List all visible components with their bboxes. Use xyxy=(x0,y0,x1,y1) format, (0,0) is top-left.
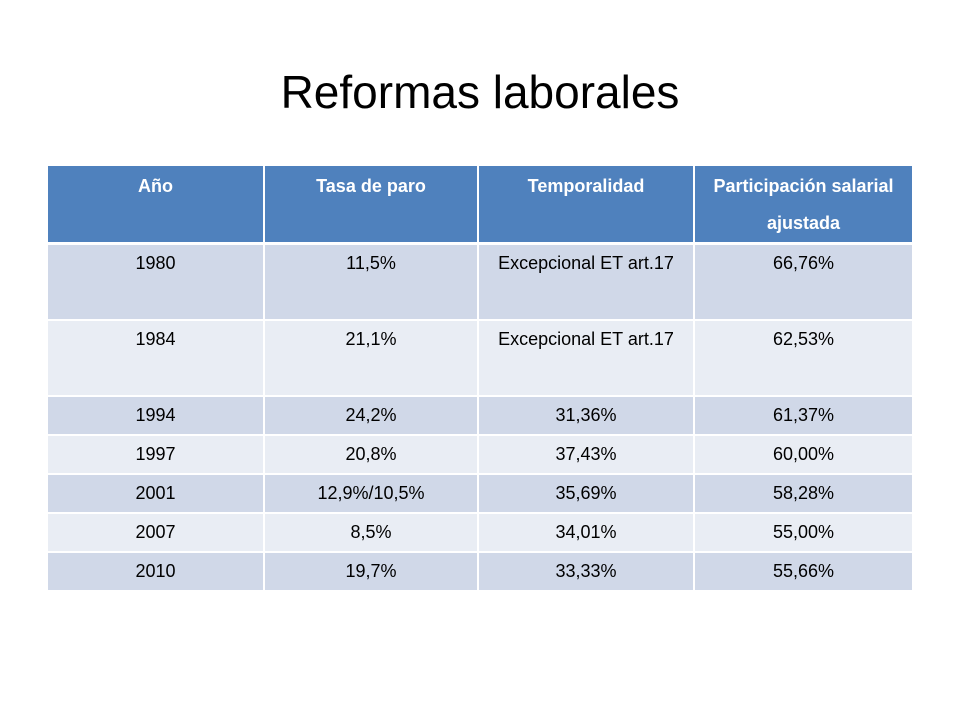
header-ano: Año xyxy=(48,166,265,245)
cell-ano: 1997 xyxy=(48,435,265,475)
table-row: 2007 8,5% 34,01% 55,00% xyxy=(48,513,912,553)
cell-participacion-salarial: 55,00% xyxy=(694,513,912,553)
cell-ano: 1984 xyxy=(48,320,265,397)
cell-tasa-de-paro: 20,8% xyxy=(264,435,479,475)
table-header-row: Año Tasa de paro Temporalidad Participac… xyxy=(48,166,912,245)
cell-tasa-de-paro: 11,5% xyxy=(264,243,479,321)
table-row: 2010 19,7% 33,33% 55,66% xyxy=(48,552,912,592)
cell-temporalidad: Excepcional ET art.17 xyxy=(478,243,695,321)
cell-tasa-de-paro: 24,2% xyxy=(264,396,479,436)
cell-ano: 2010 xyxy=(48,552,265,592)
slide-title: Reformas laborales xyxy=(280,66,680,118)
table-row: 1997 20,8% 37,43% 60,00% xyxy=(48,435,912,475)
cell-tasa-de-paro: 8,5% xyxy=(264,513,479,553)
cell-participacion-salarial: 61,37% xyxy=(694,396,912,436)
cell-temporalidad: 31,36% xyxy=(478,396,695,436)
header-tasa-de-paro: Tasa de paro xyxy=(264,166,479,245)
cell-temporalidad: 33,33% xyxy=(478,552,695,592)
cell-temporalidad: 34,01% xyxy=(478,513,695,553)
cell-tasa-de-paro: 19,7% xyxy=(264,552,479,592)
table-container: Año Tasa de paro Temporalidad Participac… xyxy=(48,166,912,592)
header-participacion-salarial: Participación salarial ajustada xyxy=(694,166,912,245)
cell-ano: 2007 xyxy=(48,513,265,553)
cell-participacion-salarial: 58,28% xyxy=(694,474,912,514)
cell-ano: 2001 xyxy=(48,474,265,514)
cell-participacion-salarial: 60,00% xyxy=(694,435,912,475)
table-row: 1984 21,1% Excepcional ET art.17 62,53% xyxy=(48,320,912,397)
cell-ano: 1994 xyxy=(48,396,265,436)
cell-participacion-salarial: 62,53% xyxy=(694,320,912,397)
table-row: 1980 11,5% Excepcional ET art.17 66,76% xyxy=(48,243,912,321)
reformas-table: Año Tasa de paro Temporalidad Participac… xyxy=(48,166,912,592)
table-row: 1994 24,2% 31,36% 61,37% xyxy=(48,396,912,436)
cell-temporalidad: Excepcional ET art.17 xyxy=(478,320,695,397)
table-row: 2001 12,9%/10,5% 35,69% 58,28% xyxy=(48,474,912,514)
cell-ano: 1980 xyxy=(48,243,265,321)
header-temporalidad: Temporalidad xyxy=(478,166,695,245)
cell-participacion-salarial: 66,76% xyxy=(694,243,912,321)
cell-participacion-salarial: 55,66% xyxy=(694,552,912,592)
cell-tasa-de-paro: 21,1% xyxy=(264,320,479,397)
cell-tasa-de-paro: 12,9%/10,5% xyxy=(264,474,479,514)
cell-temporalidad: 35,69% xyxy=(478,474,695,514)
cell-temporalidad: 37,43% xyxy=(478,435,695,475)
